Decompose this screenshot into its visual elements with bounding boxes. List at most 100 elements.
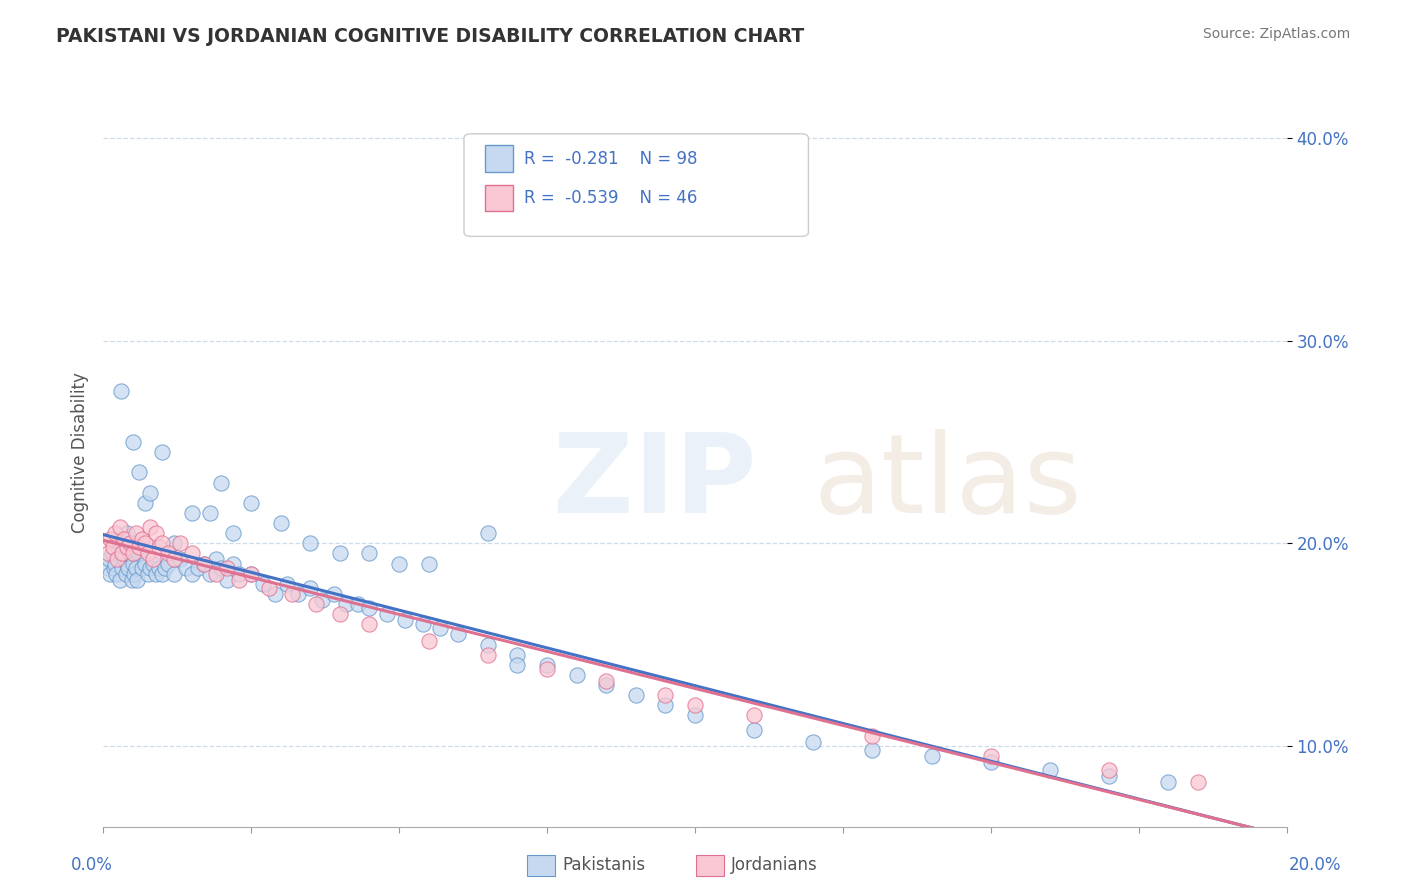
Point (105, 566, 128, 581)
Point (276, 576, 298, 591)
Point (536, 662, 558, 676)
Point (287, 587, 309, 601)
Point (477, 526, 499, 541)
Point (124, 526, 146, 541)
Point (114, 533, 136, 547)
Point (128, 466, 150, 480)
Point (115, 557, 138, 571)
Text: Source: ZipAtlas.com: Source: ZipAtlas.com (1202, 27, 1350, 41)
Point (418, 557, 440, 571)
Point (322, 587, 344, 601)
Point (1187, 775, 1209, 789)
Point (118, 536, 141, 550)
Point (136, 566, 159, 581)
Point (477, 648, 499, 662)
Point (108, 520, 131, 534)
Point (127, 573, 149, 587)
Point (157, 546, 180, 560)
Point (128, 546, 150, 560)
Point (299, 536, 322, 550)
Point (654, 698, 676, 713)
Point (204, 552, 226, 566)
Point (412, 617, 434, 632)
Point (536, 657, 558, 672)
Point (375, 607, 398, 622)
Point (114, 566, 136, 581)
Point (121, 557, 143, 571)
Point (97, 560, 120, 574)
Point (217, 573, 239, 587)
Point (359, 546, 381, 560)
Point (565, 668, 588, 682)
Point (163, 536, 186, 550)
Point (860, 743, 883, 757)
Point (115, 541, 138, 555)
Point (121, 573, 143, 587)
Point (98, 566, 121, 581)
Point (145, 526, 167, 541)
Point (211, 560, 233, 574)
Text: R =  -0.281    N = 98: R = -0.281 N = 98 (524, 150, 697, 168)
Point (139, 485, 162, 500)
Point (169, 552, 191, 566)
Point (198, 506, 221, 520)
Point (128, 541, 150, 555)
Point (222, 557, 245, 571)
Point (204, 566, 226, 581)
Point (329, 607, 352, 622)
Text: 20.0%: 20.0% (1288, 856, 1341, 874)
Point (477, 638, 499, 652)
Point (118, 546, 141, 560)
Point (654, 688, 676, 702)
Point (1039, 763, 1062, 777)
Point (180, 566, 202, 581)
Point (121, 546, 143, 560)
Point (148, 560, 170, 574)
Point (270, 516, 292, 530)
Point (150, 445, 173, 459)
Point (155, 560, 177, 574)
Point (145, 566, 167, 581)
Point (98, 552, 121, 566)
Point (252, 576, 274, 591)
Point (115, 526, 138, 541)
Point (180, 546, 202, 560)
Point (429, 621, 451, 635)
Point (240, 496, 263, 510)
Point (742, 723, 765, 737)
Point (150, 566, 173, 581)
Point (263, 587, 285, 601)
Point (163, 552, 186, 566)
Point (101, 541, 124, 555)
Point (193, 557, 215, 571)
Point (121, 435, 143, 450)
Point (139, 520, 162, 534)
Point (142, 557, 165, 571)
Point (150, 536, 173, 550)
Text: atlas: atlas (813, 429, 1081, 535)
Point (139, 560, 162, 574)
Point (110, 384, 132, 399)
Point (257, 581, 280, 595)
Point (117, 560, 139, 574)
Point (240, 566, 263, 581)
Point (506, 648, 529, 662)
Point (193, 557, 215, 571)
Point (683, 708, 706, 723)
Point (595, 673, 617, 688)
Point (131, 560, 153, 574)
Text: PAKISTANI VS JORDANIAN COGNITIVE DISABILITY CORRELATION CHART: PAKISTANI VS JORDANIAN COGNITIVE DISABIL… (56, 27, 804, 45)
Point (180, 506, 202, 520)
Point (134, 536, 156, 550)
Point (107, 541, 129, 555)
Point (134, 496, 156, 510)
Point (122, 566, 145, 581)
Point (111, 546, 134, 560)
Text: Jordanians: Jordanians (731, 856, 818, 874)
Point (187, 560, 209, 574)
Point (198, 566, 221, 581)
Point (142, 552, 165, 566)
Point (418, 633, 440, 648)
Point (101, 546, 124, 560)
Point (299, 581, 322, 595)
